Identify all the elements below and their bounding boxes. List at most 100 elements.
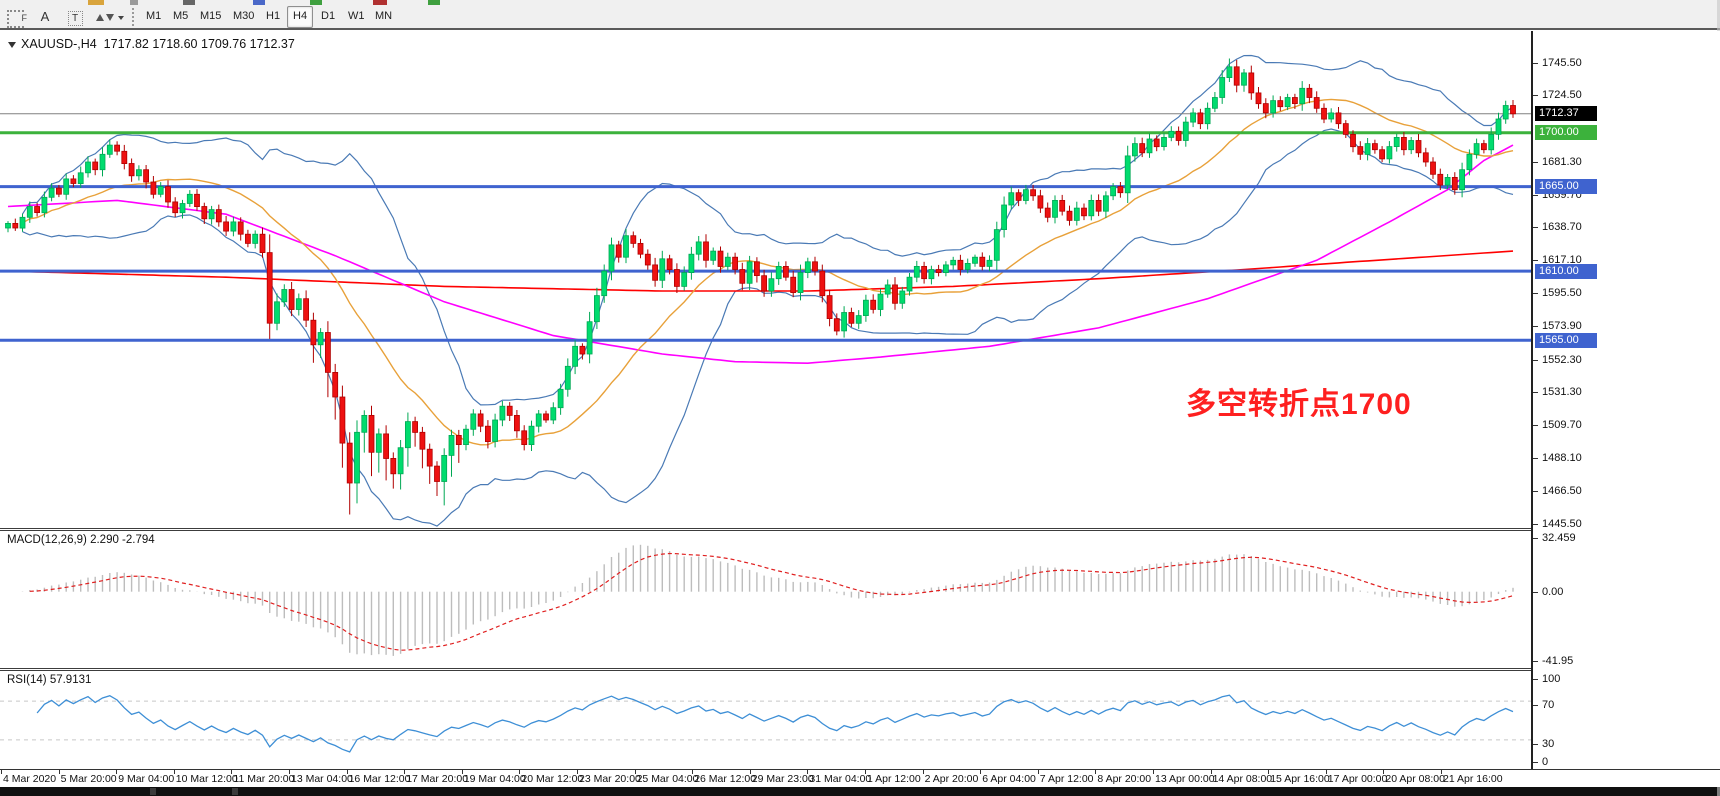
arrows-icon <box>106 14 114 21</box>
taskbar-notch <box>150 788 156 795</box>
time-tick-mark <box>404 770 406 774</box>
time-tick-label: 10 Mar 12:00 <box>175 773 238 785</box>
chart-title: XAUUSD-,H4 1717.82 1718.60 1709.76 1712.… <box>8 37 295 51</box>
axis-tick-mark <box>1533 194 1538 196</box>
time-tick-mark <box>922 770 924 774</box>
price-level-box: 1565.00 <box>1535 332 1597 348</box>
axis-tick-mark <box>1533 762 1538 763</box>
time-tick-label: 23 Mar 20:00 <box>579 773 641 785</box>
price-tick-label: 1445.50 <box>1542 517 1582 530</box>
axis-tick-mark <box>1533 591 1538 593</box>
timeframe-m15-button[interactable]: M15 <box>200 10 222 22</box>
rsi-tick-label: 100 <box>1542 673 1561 685</box>
axis-tick-mark <box>1533 326 1538 328</box>
main-chart-pane[interactable] <box>0 31 1531 528</box>
macd-tick-label: 0.00 <box>1542 585 1564 598</box>
toolbar: F A T M1 M5 M15 M30 H1 H4 D1 W1 MN <box>0 0 1720 30</box>
rsi-pane[interactable] <box>0 672 1531 769</box>
timeframe-h1-button[interactable]: H1 <box>266 10 281 22</box>
pane-separator[interactable] <box>0 668 1720 671</box>
time-tick-mark <box>577 770 578 774</box>
rsi-canvas[interactable] <box>0 672 1531 769</box>
price-tick-label: 1552.30 <box>1542 353 1582 366</box>
macd-tick-label: -41.95 <box>1542 654 1574 667</box>
price-tick-label: 1531.30 <box>1542 385 1582 398</box>
axis-tick-mark <box>1533 425 1538 427</box>
time-tick-label: 5 Mar 20:00 <box>60 773 117 785</box>
fibonacci-icon-letter: F <box>21 13 28 23</box>
time-tick-mark <box>116 770 118 774</box>
main-chart-canvas[interactable] <box>0 31 1531 528</box>
time-axis[interactable]: 4 Mar 2020 5 Mar 20:00 9 Mar 04:00 10 Mar 1… <box>0 769 1720 787</box>
timeframe-m30-button[interactable]: M30 <box>233 10 255 22</box>
time-tick-label: 16 Mar 12:00 <box>348 773 411 785</box>
time-tick-label: 25 Mar 04:00 <box>636 773 699 785</box>
fibonacci-icon <box>7 10 24 28</box>
timeframe-d1-button[interactable]: D1 <box>321 10 336 22</box>
label-icon: T <box>67 11 83 26</box>
time-tick-label: 17 Apr 00:00 <box>1327 773 1388 785</box>
timeframe-m5-button[interactable]: M5 <box>173 10 189 22</box>
macd-pane[interactable] <box>0 532 1531 668</box>
label-tool-button[interactable]: T <box>62 6 88 29</box>
time-tick-label: 17 Mar 20:00 <box>406 773 469 785</box>
time-tick-mark <box>634 770 636 774</box>
axis-tick-mark <box>1533 226 1538 228</box>
time-tick-mark <box>231 770 233 774</box>
time-tick-mark <box>1441 770 1442 774</box>
time-tick-mark <box>1153 770 1154 774</box>
time-tick-mark <box>1095 770 1097 774</box>
price-tick-label: 1617.10 <box>1542 254 1582 267</box>
timeframe-m1-button[interactable]: M1 <box>146 10 162 22</box>
time-tick-label: 26 Mar 12:00 <box>694 773 757 785</box>
time-tick-mark <box>1268 770 1270 774</box>
time-tick-mark <box>58 770 60 774</box>
time-tick-label: 7 Apr 12:00 <box>1039 773 1094 785</box>
pane-separator[interactable] <box>0 528 1720 531</box>
arrows-tool-button[interactable] <box>92 6 128 29</box>
time-tick-label: 13 Apr 00:00 <box>1155 773 1215 785</box>
price-tick-label: 1724.50 <box>1542 89 1582 102</box>
text-tool-button[interactable]: A <box>32 6 58 29</box>
line-studies-toolbar: F A T M1 M5 M15 M30 H1 H4 D1 W1 MN <box>0 6 1720 30</box>
toolbar-fragment <box>183 0 195 5</box>
axis-tick-mark <box>1533 260 1538 262</box>
timeframe-w1-button[interactable]: W1 <box>348 10 365 22</box>
taskbar-edge <box>0 787 1720 796</box>
price-axis[interactable]: 1745.50 1724.50 1681.30 1659.70 1638.70 1617.… <box>1531 31 1720 769</box>
time-tick-label: 29 Mar 23:00 <box>751 773 814 785</box>
time-tick-mark <box>289 770 290 774</box>
time-tick-mark <box>1325 770 1327 774</box>
time-tick-label: 21 Apr 16:00 <box>1443 773 1503 785</box>
fibonacci-tool-button[interactable]: F <box>3 6 29 29</box>
time-tick-mark <box>1210 770 1212 774</box>
chart-annotation-text[interactable]: 多空转折点1700 <box>1186 388 1412 421</box>
time-tick-label: 4 Mar 2020 <box>3 773 57 785</box>
chevron-down-icon <box>118 15 124 20</box>
timeframe-mn-button[interactable]: MN <box>375 10 393 22</box>
time-tick-mark <box>692 770 694 774</box>
axis-tick-mark <box>1533 679 1538 680</box>
macd-canvas[interactable] <box>0 532 1531 668</box>
axis-tick-mark <box>1533 391 1538 393</box>
axis-tick-mark <box>1533 293 1538 295</box>
timeframe-h4-button[interactable]: H4 <box>287 6 314 28</box>
time-tick-label: 14 Apr 08:00 <box>1212 773 1273 785</box>
time-tick-label: 9 Mar 04:00 <box>118 773 175 785</box>
toolbar-fragment <box>428 0 440 5</box>
toolbar-grip[interactable] <box>132 8 138 26</box>
axis-tick-mark <box>1533 523 1538 525</box>
price-level-box: 1665.00 <box>1535 179 1597 195</box>
time-tick-label: 20 Apr 08:00 <box>1385 773 1445 785</box>
time-tick-label: 13 Mar 04:00 <box>291 773 353 785</box>
time-tick-mark <box>807 770 809 774</box>
time-tick-mark <box>173 770 175 774</box>
axis-tick-mark <box>1533 95 1538 97</box>
axis-tick-mark <box>1533 62 1538 64</box>
time-tick-mark <box>461 770 463 774</box>
ohlc-quote: 1717.82 1718.60 1709.76 1712.37 <box>103 37 295 51</box>
collapse-icon[interactable] <box>8 41 16 48</box>
axis-tick-mark <box>1533 538 1538 540</box>
price-tick-label: 1488.10 <box>1542 452 1582 465</box>
